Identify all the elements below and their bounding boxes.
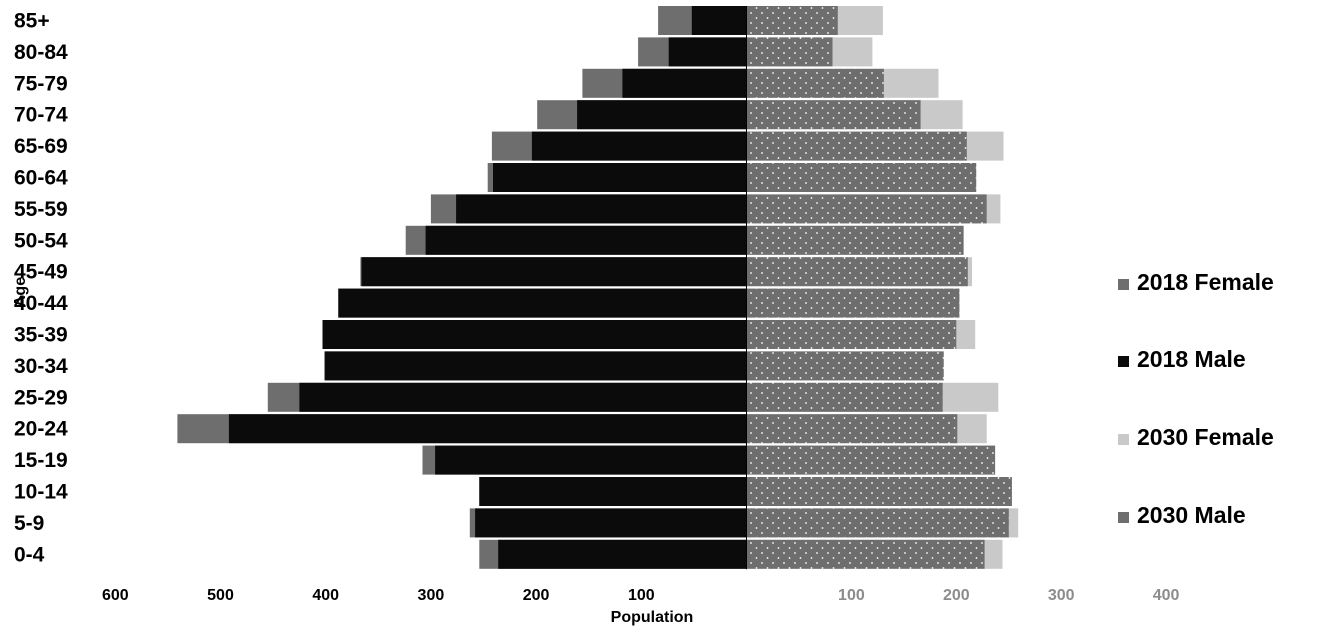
bar-2018-female-10-14 [746,477,1012,506]
bar-2018-male-0-4 [498,539,747,569]
bar-2018-female-25-29 [746,382,943,412]
bar-2018-female-55-59 [746,194,987,224]
age-label: 70-74 [14,104,68,127]
bar-2018-female-5-9 [746,508,1009,538]
bar-2018-male-20-24 [228,414,747,444]
age-label: 10-14 [14,481,68,504]
x-tick-label-left: 500 [207,587,234,604]
x-tick-label-left: 100 [628,587,655,604]
x-tick-label-right: 400 [1153,587,1180,604]
bar-2018-male-75-79 [622,68,747,98]
bar-2018-male-25-29 [299,382,747,412]
bar-2018-male-50-54 [425,225,747,255]
bar-2018-female-45-49 [746,257,968,287]
bar-2018-male-5-9 [475,508,747,538]
bar-2018-male-60-64 [493,163,747,192]
bar-2018-male-30-34 [324,351,747,381]
bars-group [177,6,1019,569]
bar-2018-male-55-59 [456,194,747,224]
age-label: 60-64 [14,167,68,190]
x-tick-label-left: 200 [523,587,550,604]
bar-2018-male-15-19 [435,445,747,475]
age-label: 20-24 [14,418,68,441]
age-label: 65-69 [14,135,68,158]
age-label: 55-59 [14,198,68,221]
age-label: 15-19 [14,449,68,472]
x-tick-label-right: 300 [1048,587,1075,604]
bar-2018-male-40-44 [338,288,747,318]
age-label: 75-79 [14,72,68,95]
x-tick-labels-group: 600 500 400 300 200 100 100 200 300 400 [102,587,1180,604]
x-tick-label-left: 400 [312,587,339,604]
bar-2018-female-50-54 [746,225,964,255]
age-label: 45-49 [14,261,68,284]
bar-2018-female-20-24 [746,414,958,444]
bar-2018-female-80-84 [746,37,833,67]
bar-2018-female-30-34 [746,351,944,381]
legend-swatch-2018-male [1118,356,1129,367]
age-label: 35-39 [14,324,68,347]
legend-label-2030-female: 2030 Female [1137,424,1274,450]
age-label: 85+ [14,10,50,33]
age-label: 40-44 [14,292,68,315]
legend-label-2018-male: 2018 Male [1137,346,1246,372]
legend-label-2030-male: 2030 Male [1137,502,1246,528]
legend-swatch-2030-female [1118,434,1129,445]
bar-2018-female-35-39 [746,320,957,349]
legend-swatch-2018-female [1118,279,1129,290]
age-label: 50-54 [14,229,68,252]
bar-2018-male-10-14 [479,477,747,506]
x-tick-label-left: 300 [418,587,445,604]
age-label: 0-4 [14,543,45,566]
bar-2018-female-70-74 [746,100,921,130]
bar-2018-female-0-4 [746,539,985,569]
y-axis-title: Age [12,277,29,307]
legend-label-2018-female: 2018 Female [1137,269,1274,295]
age-label: 5-9 [14,512,44,535]
bar-2018-male-85+ [691,6,747,35]
legend: 2018 Female 2018 Male 2030 Female 2030 Male [1118,269,1274,528]
bar-2018-female-65-69 [746,131,967,161]
age-labels-group: 0-4 5-9 10-14 15-19 20-24 25-29 30-34 35-39 40-4… [14,10,68,567]
bar-2018-female-40-44 [746,288,960,318]
x-tick-label-right: 100 [838,587,865,604]
bar-2018-male-65-69 [531,131,747,161]
legend-swatch-2030-male [1118,512,1129,523]
bar-2018-female-85+ [746,6,838,35]
bar-2018-male-80-84 [668,37,747,67]
bar-2018-male-70-74 [577,100,747,130]
x-axis-title: Population [611,609,694,626]
age-label: 80-84 [14,41,68,64]
bar-2018-female-60-64 [746,163,977,192]
bar-2018-male-45-49 [361,257,747,287]
age-label: 25-29 [14,386,68,409]
age-label: 30-34 [14,355,68,378]
bar-2018-female-75-79 [746,68,884,98]
x-tick-label-left: 600 [102,587,129,604]
x-tick-label-right: 200 [943,587,970,604]
bar-2018-female-15-19 [746,445,996,475]
bar-2018-male-35-39 [322,320,747,349]
